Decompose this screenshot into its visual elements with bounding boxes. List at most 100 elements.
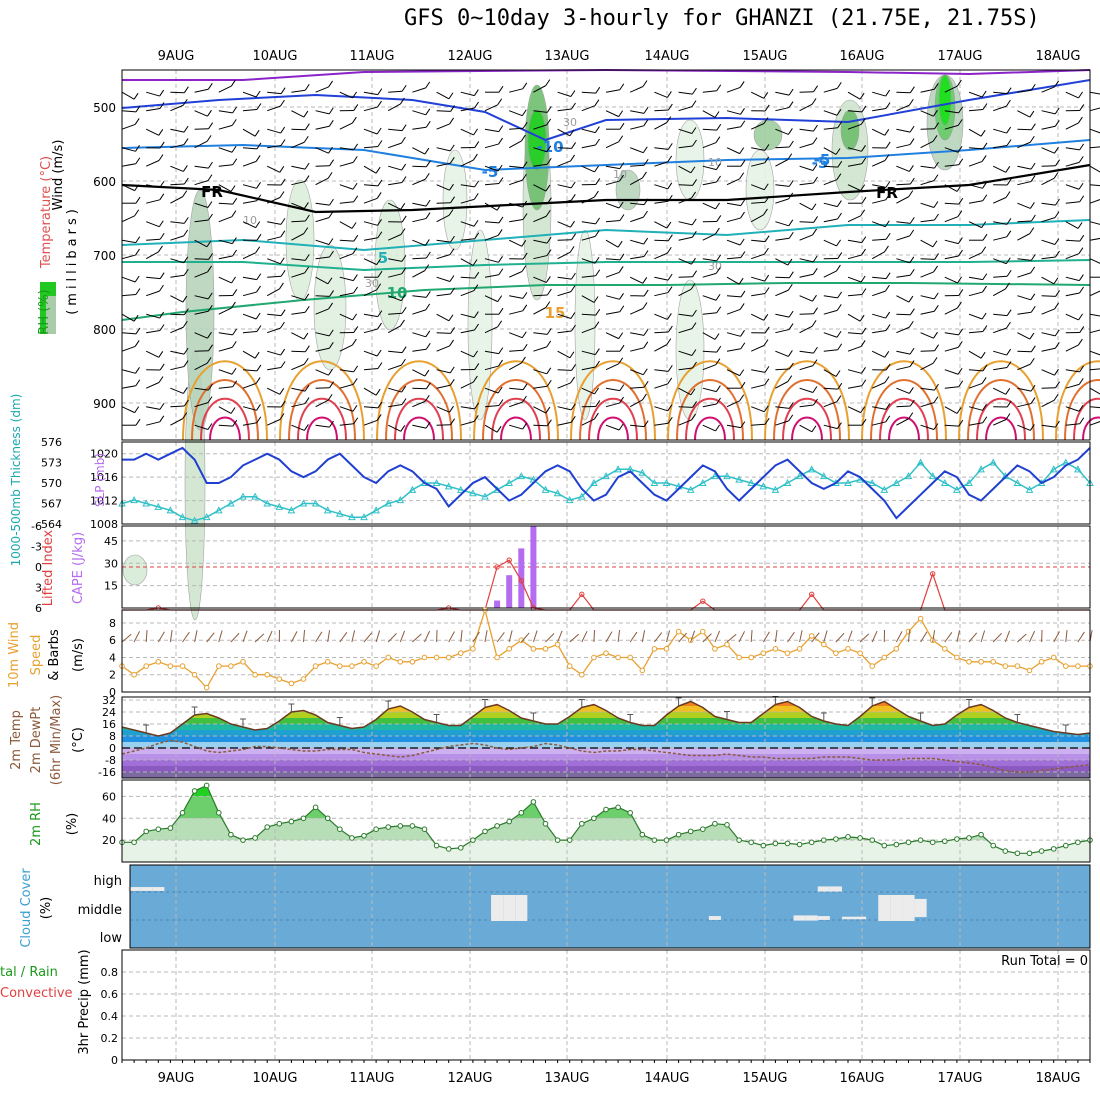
wind-barb-shaft [605, 311, 620, 315]
wind-barb [1017, 384, 1036, 392]
wind-barb [799, 424, 817, 433]
wind-barb-flag [424, 172, 430, 180]
thickness-point [190, 516, 199, 524]
wind-barb-shaft [291, 363, 305, 371]
wind-barb [146, 102, 165, 112]
wind-barb [654, 234, 673, 242]
wind-barb-shaft [799, 202, 813, 211]
wind-barb-flag [813, 398, 818, 406]
wind-barb-flag [303, 357, 309, 365]
wind-barb-shaft [170, 366, 185, 371]
warm-isotherm-loop [861, 360, 947, 441]
wind-barb-flag [401, 215, 407, 223]
wind-barb-flag [280, 321, 285, 329]
wind-barb-flag [1005, 257, 1011, 264]
wind-barb-flag [230, 185, 236, 192]
wind-barb-shaft [291, 181, 306, 186]
wind-barb-flag [425, 212, 431, 219]
wind-barb [509, 161, 528, 169]
wind-barb-shaft [1065, 313, 1079, 321]
wind-barb-shaft [460, 329, 475, 334]
wind-barb [799, 164, 818, 172]
cape-bar [530, 526, 537, 608]
wind-barb-flag [280, 230, 286, 238]
isotherm-label: -5 [482, 163, 499, 181]
date-label-top: 14AUG [644, 49, 689, 64]
wind-barb [1065, 378, 1084, 389]
wind-barb [847, 118, 866, 130]
rh-point [385, 824, 392, 830]
wind-barb [267, 87, 286, 95]
wind-barb-flag [498, 359, 503, 367]
wind-barb-flag [279, 388, 285, 395]
thickness-point [819, 472, 828, 480]
wind-barb-flag [159, 232, 165, 240]
wind-barb [1041, 420, 1060, 428]
wind-barb-shaft [145, 382, 160, 389]
wind-barb-flag [497, 295, 503, 302]
wind-barb [339, 116, 357, 130]
wind-barb [218, 289, 238, 297]
wind-barb-shaft [533, 332, 548, 335]
wind-barb-flag [1054, 146, 1059, 154]
wind-barb [775, 283, 793, 297]
warm-isotherm-loop [394, 397, 444, 441]
wind-barb-flag [861, 236, 867, 243]
wind-barb-flag [425, 330, 431, 338]
wind-barb [1017, 135, 1035, 149]
isotherm-line [121, 163, 1091, 214]
rh-shade-region [285, 179, 315, 301]
thickness-point [432, 478, 441, 486]
isotherm-line [121, 282, 1091, 321]
wind-barb [630, 289, 649, 297]
wind-barb-flag [473, 415, 479, 422]
wind-barb-flag [861, 288, 867, 295]
wind-barb-flag [835, 370, 841, 377]
wind-barb [751, 274, 770, 282]
wind-barb-flag [813, 307, 819, 314]
wind-barb-shaft [460, 313, 475, 319]
surface-wind-barb [787, 631, 795, 643]
wind-barb-shaft [678, 236, 693, 241]
wind-barb-shaft [726, 202, 741, 207]
wind-barb-flag [715, 358, 721, 365]
wind-barb-shaft [557, 313, 572, 320]
warm-isotherm-loop [1055, 360, 1100, 441]
wind-barb-shaft [896, 235, 910, 241]
wind-barb [533, 406, 551, 414]
wind-barb-shaft [920, 239, 934, 248]
wind-barb-shaft [218, 424, 233, 427]
wind-barb [799, 202, 817, 211]
wind-barb-flag [932, 357, 938, 364]
wind-barb-flag [667, 143, 673, 150]
wind-barb-shaft [484, 128, 499, 133]
wind-barb-shaft [678, 128, 693, 135]
wind-barb-flag [159, 89, 165, 97]
wind-barb-shaft [267, 367, 282, 371]
thickness-point [844, 478, 852, 486]
slp-ylabel-left: 1000-500mb Thickness (dm) [9, 394, 23, 567]
wind-barb [1065, 404, 1084, 412]
wind-barb-shaft [412, 239, 426, 246]
wind-barb [581, 269, 601, 278]
temp-tick: 16 [102, 718, 116, 731]
thickness-point [263, 499, 272, 507]
wind-barb [968, 90, 987, 98]
wind-barb-shaft [170, 326, 184, 334]
wind-barb-shaft [581, 91, 596, 94]
wind-barb-flag [764, 104, 770, 112]
wind-barb-flag [594, 230, 600, 237]
wind-barb-shaft [557, 369, 572, 371]
wind-barb-shaft [315, 332, 330, 337]
bottom-date-axis: 9AUG 10AUG 11AUG 12AUG 13AUG 14AUG 15AUG 16AUG 1… [158, 1071, 1081, 1086]
wind-barb-flag [909, 347, 915, 355]
wind-barb-flag [473, 193, 479, 200]
wind-barb-flag [571, 102, 576, 110]
wind-barb-flag [571, 364, 576, 371]
wind-barb-shaft [968, 147, 983, 150]
wind-barb-flag [957, 145, 963, 153]
wind-barb [242, 90, 261, 98]
wind-barb-flag [691, 231, 697, 238]
wind-barb [581, 126, 600, 134]
wind-barb-flag [981, 312, 987, 320]
